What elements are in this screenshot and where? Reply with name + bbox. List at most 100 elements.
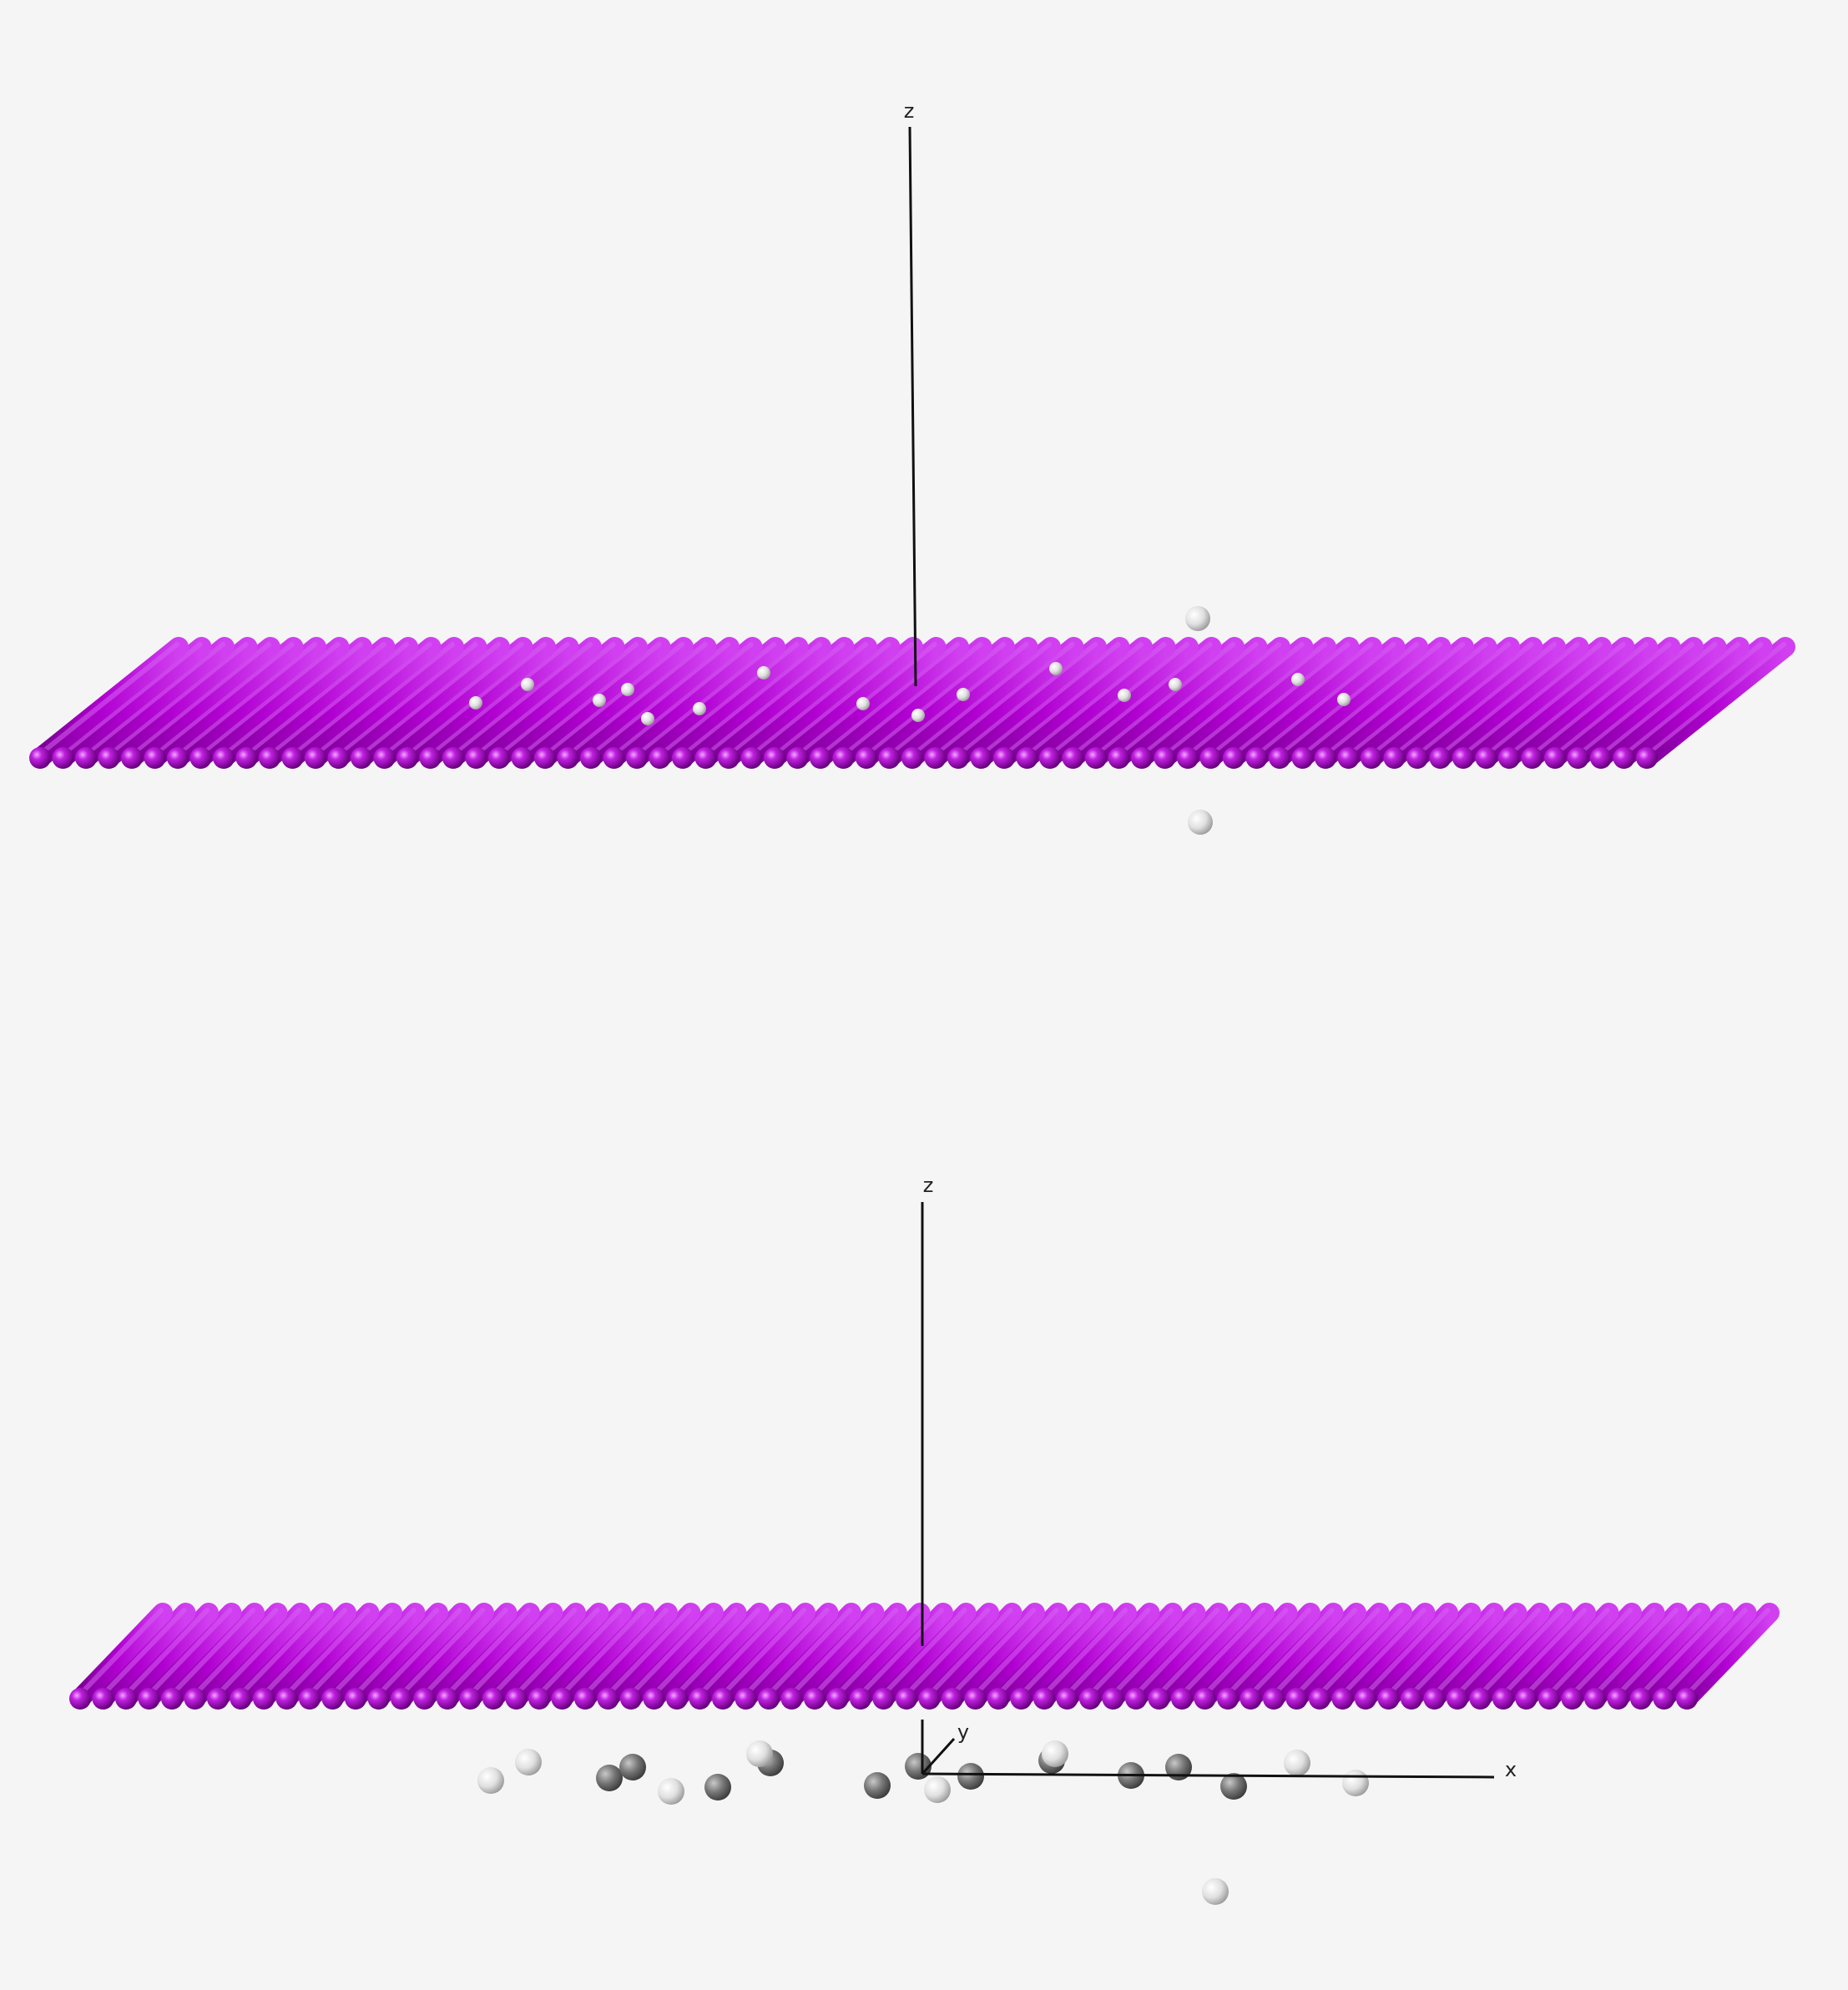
y-axis-label: y: [957, 1720, 969, 1744]
atom-rod: [1430, 637, 1589, 768]
atom-rod: [328, 637, 487, 768]
atom-rod: [1034, 1603, 1137, 1709]
sheet-atom: [1177, 747, 1199, 769]
atom-rod-highlight: [1160, 642, 1305, 758]
atom-rod-highlight: [1459, 642, 1603, 758]
hydrogen-atom: [641, 712, 654, 725]
atom-rod-highlight: [260, 1608, 347, 1699]
atom-rod-highlight: [701, 642, 846, 758]
atom-rod: [1499, 637, 1658, 768]
atom-rod: [1677, 1603, 1780, 1709]
atom-rod-highlight: [679, 642, 822, 758]
sheet-atom: [235, 747, 258, 769]
atom-rod-highlight: [1430, 1608, 1518, 1699]
atom-rod: [603, 637, 763, 768]
atom-rod-highlight: [1017, 1608, 1105, 1699]
sheet-atom: [373, 747, 396, 769]
atom-rod: [1086, 637, 1245, 768]
atom-rod: [1310, 1603, 1412, 1709]
sheet-atom: [413, 1688, 436, 1710]
atom-rod-highlight: [426, 642, 570, 758]
atom-rod: [827, 1603, 931, 1709]
sheet-atom: [735, 1688, 757, 1710]
sheet-atom: [1199, 747, 1222, 769]
carbon-atom: [957, 1763, 984, 1790]
atom-rod: [1286, 1603, 1390, 1709]
sheet-atom: [442, 747, 464, 769]
hydrogen-atom: [746, 1740, 773, 1767]
atom-rod: [437, 1603, 540, 1709]
atom-rod-highlight: [725, 642, 868, 758]
atom-rod: [627, 637, 785, 768]
atom-rod-highlight: [466, 1608, 554, 1699]
atom-sheet: [69, 1603, 1780, 1710]
atom-rod-highlight: [1499, 1608, 1587, 1699]
atom-rod-highlight: [265, 642, 409, 758]
sheet-atom: [391, 1688, 412, 1710]
atom-rod-highlight: [82, 642, 225, 758]
sheet-atom: [970, 747, 992, 769]
atom-rod: [644, 1603, 747, 1709]
atom-rod: [168, 637, 326, 768]
atom-rod: [214, 637, 372, 768]
atom-rod-highlight: [1086, 1608, 1174, 1699]
atom-rod-highlight: [305, 1608, 393, 1699]
atom-rod-highlight: [311, 642, 455, 758]
atom-rod: [1631, 1603, 1734, 1709]
sheet-atom: [1355, 1688, 1376, 1710]
atom-rod-highlight: [810, 1608, 898, 1699]
sheet-atom: [1309, 1688, 1330, 1710]
sheet-atom: [1285, 1688, 1308, 1710]
atom-rod: [506, 1603, 609, 1709]
atom-rod: [1017, 637, 1176, 768]
atom-rod-highlight: [673, 1608, 760, 1699]
atom-rod: [1332, 1603, 1436, 1709]
sheet-atom: [437, 1688, 458, 1710]
atom-rod: [1545, 637, 1704, 768]
atom-rod-highlight: [1200, 1608, 1289, 1699]
atom-rod: [1149, 1603, 1252, 1709]
atom-rod-highlight: [1436, 642, 1580, 758]
atom-rod-highlight: [931, 642, 1075, 758]
hydrogen-atom: [1049, 662, 1063, 675]
sheet-atom: [161, 1688, 183, 1710]
atom-rod-highlight: [1040, 1608, 1128, 1699]
atom-rod-highlight: [741, 1608, 830, 1699]
atom-rod: [93, 1603, 196, 1709]
atom-rod-highlight: [770, 642, 914, 758]
sheet-atom: [718, 747, 740, 769]
sheet-atom: [184, 1688, 206, 1710]
carbon-atom: [596, 1765, 623, 1791]
hydrogen-atom: [693, 702, 706, 715]
sheet-atom: [1377, 1688, 1400, 1710]
atom-rod-highlight: [971, 1608, 1059, 1699]
hydrogen-atom: [1042, 1740, 1068, 1767]
atom-rod-highlight: [1568, 1608, 1656, 1699]
atom-rod: [833, 637, 992, 768]
atom-rod: [1246, 637, 1406, 768]
atom-rod-highlight: [994, 1608, 1082, 1699]
sheet-atom: [1521, 747, 1543, 769]
sheet-atom: [626, 747, 648, 769]
atom-rod-highlight: [1315, 1608, 1403, 1699]
atom-rod-highlight: [1132, 1608, 1219, 1699]
hydrogen-atom: [1284, 1750, 1310, 1776]
sheet-atom: [1171, 1688, 1193, 1710]
atom-rod: [1154, 637, 1314, 768]
atom-rod: [483, 1603, 586, 1709]
atom-rod-highlight: [1178, 1608, 1265, 1699]
hydrogen-atom: [757, 666, 770, 679]
top-view: z: [29, 99, 1795, 835]
atom-rod-highlight: [1597, 642, 1740, 758]
atom-rod-highlight: [512, 1608, 600, 1699]
atom-rod: [1539, 1603, 1642, 1709]
atom-rod-highlight: [174, 642, 317, 758]
atom-rod-highlight: [104, 642, 249, 758]
sheet-atom: [1429, 747, 1452, 769]
hydrogen-atom: [856, 697, 870, 710]
atom-rod-highlight: [1522, 1608, 1610, 1699]
atom-rod-highlight: [449, 642, 593, 758]
atom-rod-highlight: [695, 1608, 784, 1699]
atom-rod-highlight: [787, 1608, 876, 1699]
